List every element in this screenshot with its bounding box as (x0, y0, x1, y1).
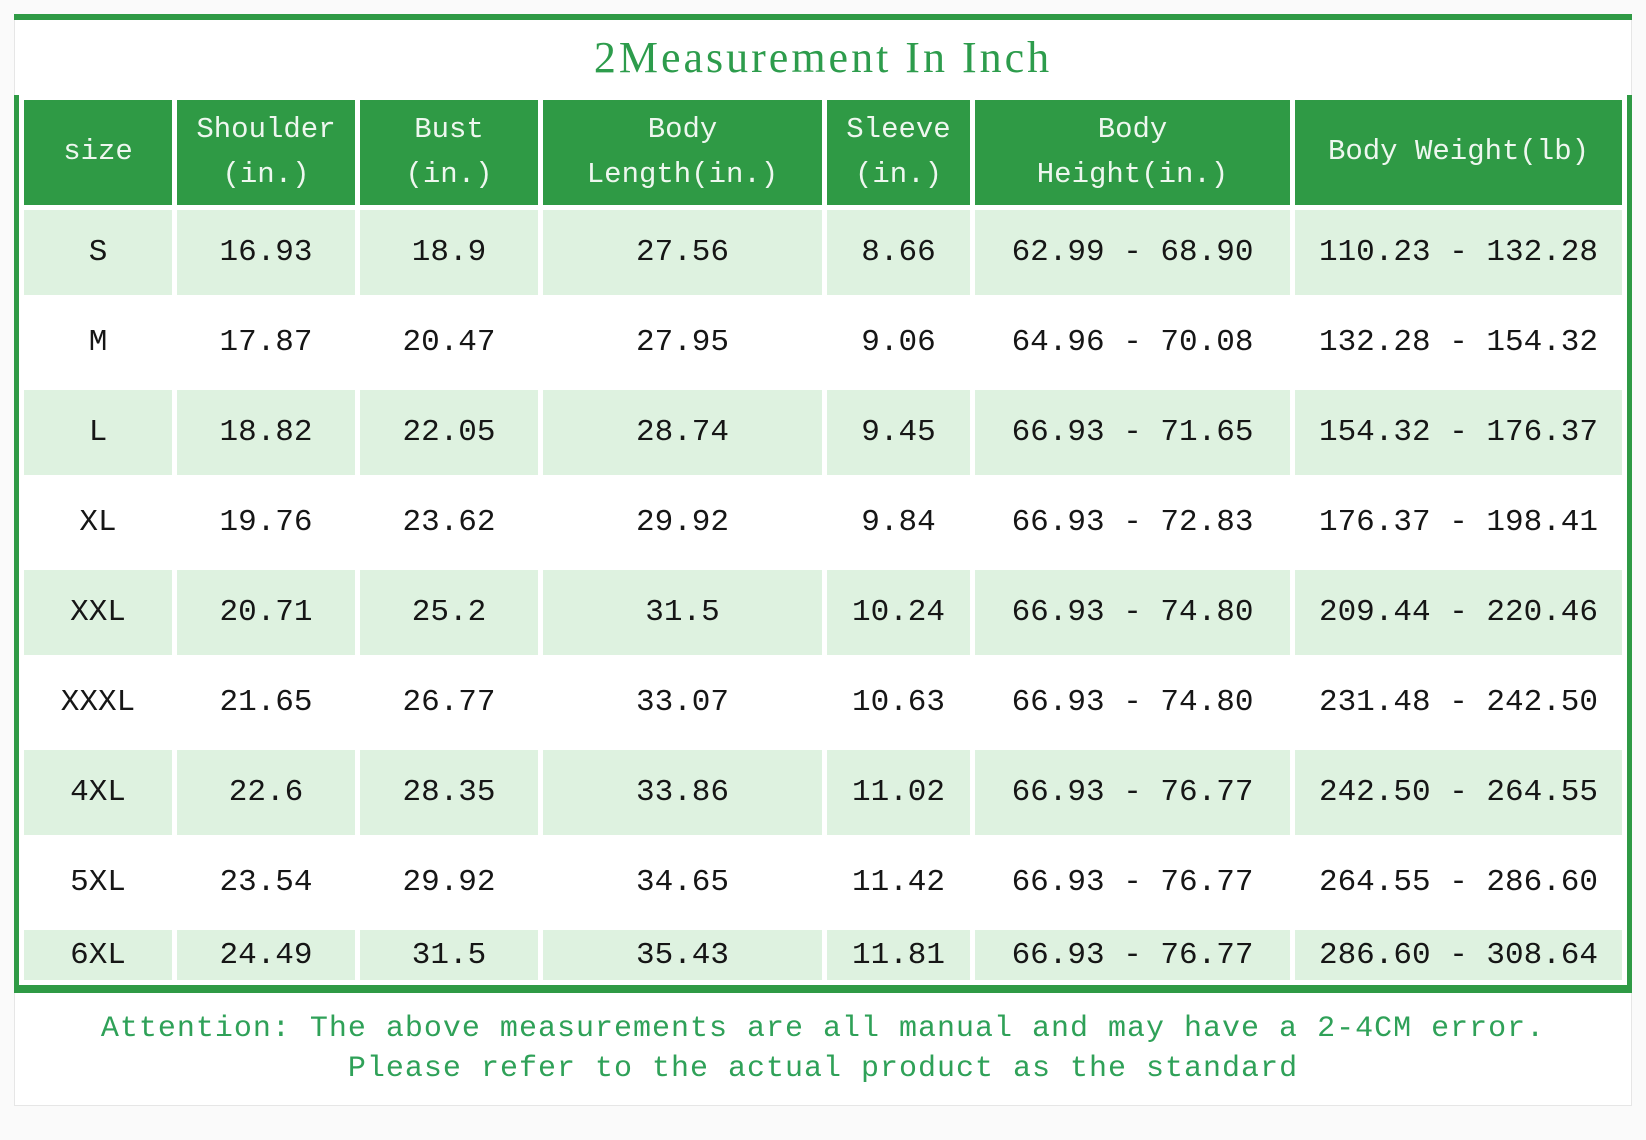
table-row-l: L 18.82 22.05 28.74 9.45 66.93 - 71.65 1… (24, 390, 1622, 475)
bust-cell: 31.5 (360, 930, 538, 980)
body-weight-cell: 209.44 - 220.46 (1295, 570, 1622, 655)
sleeve-cell: 9.84 (827, 480, 970, 565)
header-row: size Shoulder (in.) Bust (in.) Body Leng… (24, 100, 1622, 205)
bust-cell: 18.9 (360, 210, 538, 295)
size-cell: S (24, 210, 172, 295)
table-row-xxxl: XXXL 21.65 26.77 33.07 10.63 66.93 - 74.… (24, 660, 1622, 745)
body-length-cell: 27.56 (543, 210, 822, 295)
sleeve-cell: 9.45 (827, 390, 970, 475)
shoulder-cell: 18.82 (177, 390, 355, 475)
header-cell-bust: Bust (in.) (360, 100, 538, 205)
body-weight-cell: 154.32 - 176.37 (1295, 390, 1622, 475)
body-height-cell: 62.99 - 68.90 (975, 210, 1290, 295)
bust-cell: 25.2 (360, 570, 538, 655)
header-cell-body-weight: Body Weight(lb) (1295, 100, 1622, 205)
bottom-divider-bar (14, 985, 1632, 993)
header-cell-body-height: Body Height(in.) (975, 100, 1290, 205)
shoulder-cell: 23.54 (177, 840, 355, 925)
table-row-6xl: 6XL 24.49 31.5 35.43 11.81 66.93 - 76.77… (24, 930, 1622, 980)
body-weight-cell: 242.50 - 264.55 (1295, 750, 1622, 835)
bust-cell: 28.35 (360, 750, 538, 835)
title-band: 2Measurement In Inch (14, 20, 1632, 95)
sleeve-cell: 10.63 (827, 660, 970, 745)
size-table-container: size Shoulder (in.) Bust (in.) Body Leng… (14, 95, 1632, 985)
size-cell: M (24, 300, 172, 385)
body-length-cell: 27.95 (543, 300, 822, 385)
header-cell-shoulder: Shoulder (in.) (177, 100, 355, 205)
body-length-cell: 33.07 (543, 660, 822, 745)
shoulder-cell: 24.49 (177, 930, 355, 980)
shoulder-cell: 16.93 (177, 210, 355, 295)
attention-note: Attention: The above measurements are al… (14, 993, 1632, 1106)
body-weight-cell: 110.23 - 132.28 (1295, 210, 1622, 295)
sleeve-cell: 8.66 (827, 210, 970, 295)
body-height-cell: 66.93 - 76.77 (975, 750, 1290, 835)
body-length-cell: 34.65 (543, 840, 822, 925)
body-height-cell: 66.93 - 72.83 (975, 480, 1290, 565)
size-cell: 6XL (24, 930, 172, 980)
body-height-cell: 66.93 - 74.80 (975, 660, 1290, 745)
table-row-xl: XL 19.76 23.62 29.92 9.84 66.93 - 72.83 … (24, 480, 1622, 565)
header-cell-body-length: Body Length(in.) (543, 100, 822, 205)
table-row-5xl: 5XL 23.54 29.92 34.65 11.42 66.93 - 76.7… (24, 840, 1622, 925)
body-height-cell: 66.93 - 76.77 (975, 930, 1290, 980)
bust-cell: 20.47 (360, 300, 538, 385)
attention-note-line-1: Attention: The above measurements are al… (100, 1012, 1546, 1046)
body-weight-cell: 231.48 - 242.50 (1295, 660, 1622, 745)
body-length-cell: 35.43 (543, 930, 822, 980)
body-height-cell: 66.93 - 76.77 (975, 840, 1290, 925)
shoulder-cell: 22.6 (177, 750, 355, 835)
sleeve-cell: 11.81 (827, 930, 970, 980)
body-length-cell: 28.74 (543, 390, 822, 475)
bust-cell: 29.92 (360, 840, 538, 925)
table-row-m: M 17.87 20.47 27.95 9.06 64.96 - 70.08 1… (24, 300, 1622, 385)
top-divider-bar (14, 14, 1632, 20)
page-title: 2Measurement In Inch (593, 33, 1053, 82)
sleeve-cell: 10.24 (827, 570, 970, 655)
shoulder-cell: 17.87 (177, 300, 355, 385)
header-cell-sleeve: Sleeve (in.) (827, 100, 970, 205)
body-length-cell: 31.5 (543, 570, 822, 655)
body-weight-cell: 176.37 - 198.41 (1295, 480, 1622, 565)
attention-note-line-2: Please refer to the actual product as th… (347, 1052, 1299, 1086)
body-weight-cell: 132.28 - 154.32 (1295, 300, 1622, 385)
size-cell: XXL (24, 570, 172, 655)
size-chart-panel: 2Measurement In Inch size Shoulder (in.)… (14, 14, 1632, 1106)
table-row-s: S 16.93 18.9 27.56 8.66 62.99 - 68.90 11… (24, 210, 1622, 295)
sleeve-cell: 11.42 (827, 840, 970, 925)
table-row-4xl: 4XL 22.6 28.35 33.86 11.02 66.93 - 76.77… (24, 750, 1622, 835)
size-cell: 5XL (24, 840, 172, 925)
body-length-cell: 33.86 (543, 750, 822, 835)
size-cell: L (24, 390, 172, 475)
sleeve-cell: 11.02 (827, 750, 970, 835)
bust-cell: 23.62 (360, 480, 538, 565)
body-weight-cell: 264.55 - 286.60 (1295, 840, 1622, 925)
shoulder-cell: 21.65 (177, 660, 355, 745)
shoulder-cell: 19.76 (177, 480, 355, 565)
header-cell-size: size (24, 100, 172, 205)
table-row-xxl: XXL 20.71 25.2 31.5 10.24 66.93 - 74.80 … (24, 570, 1622, 655)
size-table: size Shoulder (in.) Bust (in.) Body Leng… (19, 95, 1627, 985)
size-cell: 4XL (24, 750, 172, 835)
body-height-cell: 66.93 - 74.80 (975, 570, 1290, 655)
sleeve-cell: 9.06 (827, 300, 970, 385)
bust-cell: 26.77 (360, 660, 538, 745)
bust-cell: 22.05 (360, 390, 538, 475)
shoulder-cell: 20.71 (177, 570, 355, 655)
body-weight-cell: 286.60 - 308.64 (1295, 930, 1622, 980)
body-length-cell: 29.92 (543, 480, 822, 565)
size-cell: XXXL (24, 660, 172, 745)
size-cell: XL (24, 480, 172, 565)
body-height-cell: 64.96 - 70.08 (975, 300, 1290, 385)
body-height-cell: 66.93 - 71.65 (975, 390, 1290, 475)
